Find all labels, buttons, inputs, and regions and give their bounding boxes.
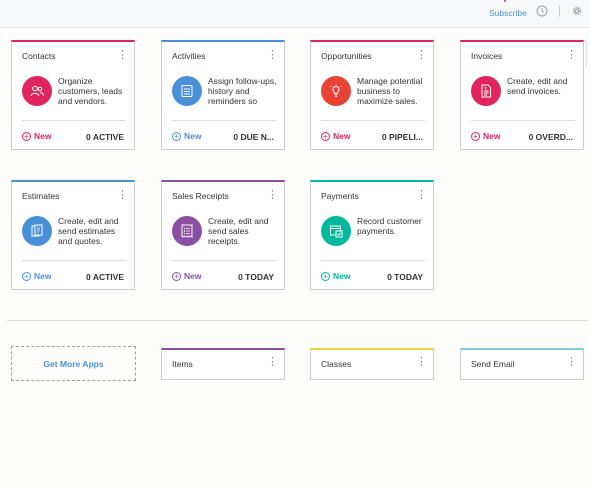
plus-circle-icon: +: [321, 131, 330, 141]
card-stat[interactable]: 0 OVERD...: [528, 132, 573, 142]
card-divider: [172, 260, 276, 261]
card-divider: [321, 120, 425, 121]
card-title: Payments: [321, 191, 359, 201]
card-stat[interactable]: 0 TODAY: [387, 272, 423, 282]
mini-card-classes[interactable]: Classes ⋮: [310, 348, 434, 380]
kebab-menu-icon[interactable]: ⋮: [117, 49, 128, 61]
invoice-icon: [471, 76, 501, 106]
card-title: Opportunities: [321, 51, 372, 61]
card-divider: [22, 120, 126, 121]
get-more-apps-button[interactable]: Get More Apps: [11, 346, 136, 381]
card-divider: [172, 120, 276, 121]
kebab-menu-icon[interactable]: ⋮: [267, 356, 278, 368]
card-stat[interactable]: 0 ACTIVE: [86, 272, 124, 282]
card-activities: Activities ⋮ Assign follow-ups, history …: [161, 40, 285, 150]
new-sales-receipt-button[interactable]: + New: [172, 271, 201, 281]
card-opportunities: Opportunities ⋮ Manage potential busines…: [310, 40, 434, 150]
card-title: Sales Receipts: [172, 191, 229, 201]
kebab-menu-icon[interactable]: ⋮: [566, 49, 577, 61]
kebab-menu-icon[interactable]: ⋮: [566, 356, 577, 368]
notification-dot: [504, 0, 506, 2]
card-stat[interactable]: 0 DUE N...: [233, 132, 274, 142]
new-contact-button[interactable]: + New: [22, 131, 51, 141]
top-bar: Subscribe: [0, 0, 590, 28]
new-activity-button[interactable]: + New: [172, 131, 201, 141]
card-description: Create, edit and send estimates and quot…: [58, 216, 119, 246]
kebab-menu-icon[interactable]: ⋮: [416, 356, 427, 368]
card-description: Manage potential business to maximize sa…: [357, 76, 423, 106]
estimate-icon: [22, 216, 52, 246]
card-title: Contacts: [22, 51, 56, 61]
kebab-menu-icon[interactable]: ⋮: [416, 49, 427, 61]
mini-card-items[interactable]: Items ⋮: [161, 348, 285, 380]
kebab-menu-icon[interactable]: ⋮: [117, 189, 128, 201]
plus-circle-icon: +: [22, 131, 31, 141]
clock-icon[interactable]: [536, 5, 548, 17]
card-sales-receipts: Sales Receipts ⋮ Create, edit and send s…: [161, 180, 285, 290]
kebab-menu-icon[interactable]: ⋮: [267, 189, 278, 201]
card-estimates: Estimates ⋮ Create, edit and send estima…: [11, 180, 135, 290]
card-stat[interactable]: 0 ACTIVE: [86, 132, 124, 142]
new-payment-button[interactable]: + New: [321, 271, 350, 281]
card-description: Organize customers, leads and vendors.: [58, 76, 123, 106]
kebab-menu-icon[interactable]: ⋮: [416, 189, 427, 201]
subscribe-link[interactable]: Subscribe: [489, 8, 527, 18]
card-title: Estimates: [22, 191, 60, 201]
mini-card-title: Items: [172, 359, 193, 369]
card-description: Record customer payments.: [357, 216, 422, 236]
checklist-icon: [172, 76, 202, 106]
lightbulb-icon: [321, 76, 351, 106]
people-icon: [22, 76, 52, 106]
plus-circle-icon: +: [321, 271, 330, 281]
new-invoice-button[interactable]: + New: [471, 131, 500, 141]
card-description: Create, edit and send invoices.: [507, 76, 568, 96]
card-description: Assign follow-ups, history and reminders…: [208, 76, 277, 106]
section-divider: [7, 320, 588, 321]
topbar-separator: [559, 6, 560, 17]
mini-card-send-email[interactable]: Send Email ⋮: [460, 348, 584, 380]
new-estimate-button[interactable]: + New: [22, 271, 51, 281]
mini-card-title: Classes: [321, 359, 352, 369]
card-description: Create, edit and send sales receipts.: [208, 216, 269, 246]
card-divider: [471, 120, 575, 121]
gear-icon[interactable]: [571, 5, 583, 17]
card-title: Invoices: [471, 51, 503, 61]
plus-circle-icon: +: [172, 131, 181, 141]
side-panel-edge: [586, 41, 590, 67]
plus-circle-icon: +: [172, 271, 181, 281]
kebab-menu-icon[interactable]: ⋮: [267, 49, 278, 61]
payment-icon: [321, 216, 351, 246]
new-opportunity-button[interactable]: + New: [321, 131, 350, 141]
card-stat[interactable]: 0 PIPELI...: [381, 132, 423, 142]
card-payments: Payments ⋮ Record customer payments. + Ne…: [310, 180, 434, 290]
mini-card-title: Send Email: [471, 359, 515, 369]
card-invoices: Invoices ⋮ Create, edit and send invoice…: [460, 40, 584, 150]
card-contacts: Contacts ⋮ Organize customers, leads and…: [11, 40, 135, 150]
receipt-icon: [172, 216, 202, 246]
card-title: Activities: [172, 51, 206, 61]
card-divider: [22, 260, 126, 261]
plus-circle-icon: +: [471, 131, 480, 141]
card-stat[interactable]: 0 TODAY: [238, 272, 274, 282]
card-divider: [321, 260, 425, 261]
plus-circle-icon: +: [22, 271, 31, 281]
